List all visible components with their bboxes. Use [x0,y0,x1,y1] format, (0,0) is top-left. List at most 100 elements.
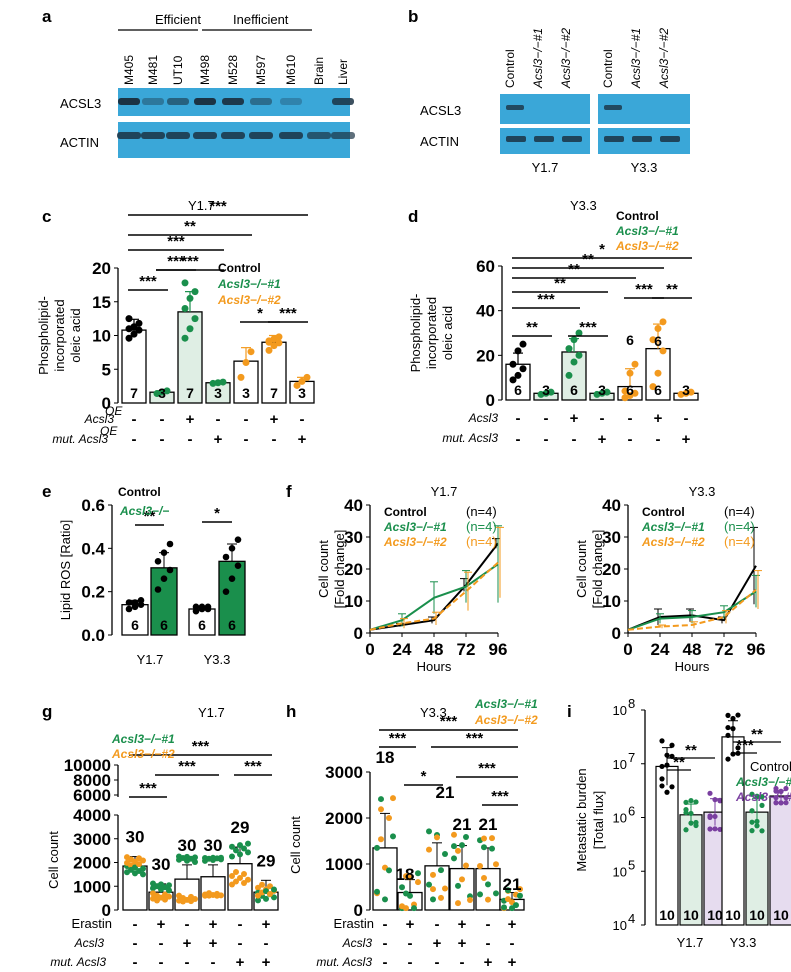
data-point [659,318,667,326]
data-point [275,333,283,341]
y-axis-label: Cell count [316,540,331,598]
sig-stars: *** [192,738,210,755]
y-tick-exponent: 5 [628,857,635,872]
y-tick-label: 5 [102,360,111,379]
y-tick-label: 3000 [325,763,363,782]
bar-n-label: 7 [130,385,138,401]
data-point [778,788,784,795]
data-point [754,823,760,829]
y-tick-label: 1000 [73,877,111,896]
data-point [565,371,573,379]
legend-n: (n=4) [466,534,497,549]
y-axis-label: oleic acid [440,306,455,360]
data-point [426,881,432,888]
mut-sign: - [460,954,465,971]
data-point [570,336,578,344]
data-point [664,752,670,758]
data-point [712,797,718,803]
bar-n-label: 18 [376,748,395,767]
oe-sign: + [654,410,663,427]
data-point [489,845,495,852]
legend-series: Acsl3−/−#2 [641,535,705,549]
data-point [477,862,483,869]
data-point [659,763,665,770]
chart-title-d: Y3.3 [570,198,597,213]
y-tick-label: 0 [612,624,621,643]
blot-lane-label-b: Acsl3−/−#1 [531,28,545,89]
data-point [631,360,639,368]
bar-n-label: 29 [231,818,250,837]
y-tick-label: 0.4 [81,539,105,558]
actin-band [117,132,141,139]
legend-n: (n=4) [724,519,755,534]
bar [769,795,791,926]
mut-sign: - [132,431,137,448]
blot-lane-label: M610 [284,55,298,85]
chart-title-h: Y3.3 [420,705,447,720]
data-point [712,813,718,820]
oe-sign: - [264,935,269,952]
bar-n-label: 10 [659,907,675,923]
data-point [228,545,236,552]
data-point [124,859,130,866]
oe-sign: - [486,935,491,952]
oe-sign: + [186,411,195,428]
bar-n-top: 6 [654,333,662,349]
data-point [181,305,189,312]
mut-sign: - [211,954,216,971]
oe-sign: + [458,935,467,952]
data-point [399,884,405,891]
actin-band [249,132,273,139]
data-point [481,875,487,882]
panel-label-i: i [567,702,572,721]
series-line [369,561,499,631]
data-point [415,879,421,886]
bar-n-label: 10 [773,907,789,923]
mut-sign: + [484,954,493,971]
bar-n-label: 6 [654,382,662,398]
y-tick-label: 30 [602,528,621,547]
data-point [247,348,255,356]
acsl3-band-b [506,105,524,110]
blot-lane-label-b: Control [601,49,615,88]
sig-stars: ** [751,726,763,743]
bar-n-label: 6 [514,382,522,398]
panel-label-a: a [42,7,52,26]
erastin-sign: - [185,916,190,933]
legend-control: Control [750,759,791,774]
bar-n-label: 6 [570,382,578,398]
oe-sign: - [628,410,633,427]
blot-line-label: Y1.7 [532,160,559,175]
data-point [265,338,273,346]
x-tick-label: 0 [623,640,632,659]
data-point [426,846,432,853]
row-label-oe: Acsl3 [468,411,499,425]
x-tick-label: 48 [683,640,702,659]
data-point [688,810,694,817]
data-point [430,896,436,903]
actin-band [307,132,331,139]
y-axis-label: incorporated [424,297,439,369]
data-point [271,886,277,893]
data-point [386,814,392,821]
data-point [265,346,273,354]
bar-n-label: 6 [228,617,236,633]
group-label-efficient: Efficient [155,12,201,27]
data-point [176,856,182,863]
bar-n-label: 7 [270,385,278,401]
data-point [778,800,784,806]
data-point [407,874,413,881]
mut-sign: - [572,431,577,448]
mut-sign: - [160,431,165,448]
data-point [255,884,261,891]
mut-sign: - [185,954,190,971]
oe-sign: - [684,410,689,427]
blot-lane-label-b: Control [503,49,517,88]
data-point [442,850,448,857]
mut-sign: + [262,954,271,971]
data-point [191,288,199,296]
data-point [218,854,224,861]
data-point [459,876,465,883]
data-point [749,808,755,814]
mut-sign: - [656,431,661,448]
